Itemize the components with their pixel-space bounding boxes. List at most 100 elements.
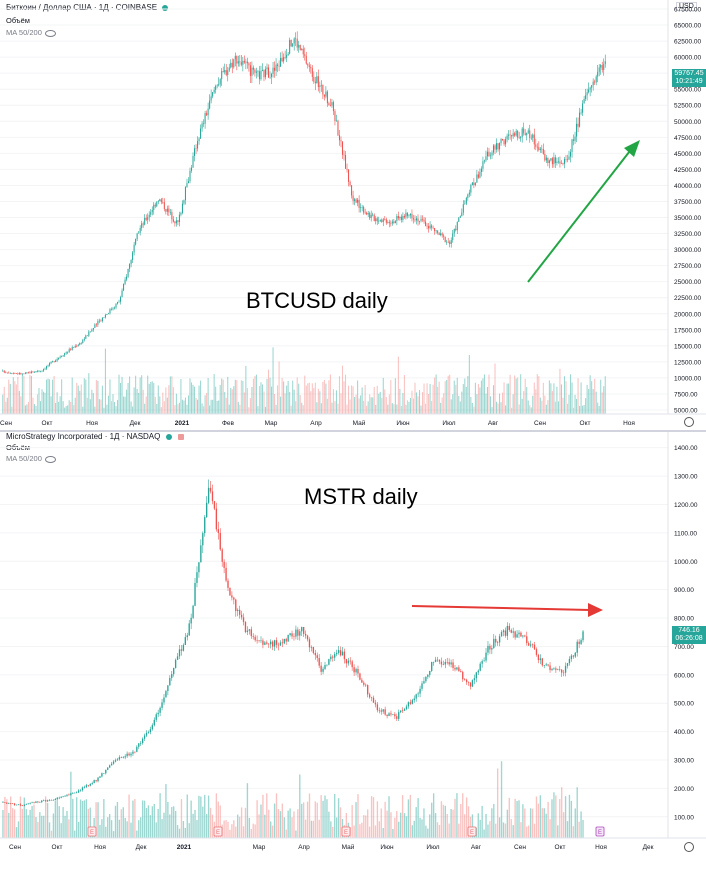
- settings-gear-icon[interactable]: [684, 417, 694, 427]
- volume-bar: [275, 793, 278, 838]
- y-tick-label: 50000.00: [674, 119, 701, 126]
- volume-bar: [533, 823, 536, 838]
- eye-icon[interactable]: [44, 29, 56, 37]
- candle: [11, 373, 13, 374]
- volume-bar: [401, 795, 404, 838]
- candle: [186, 635, 188, 638]
- btc-chart-panel[interactable]: Биткоин / Доллар США · 1Д · COINBASE Объ…: [0, 0, 706, 430]
- candle: [297, 629, 299, 636]
- mstr-trend-arrow[interactable]: [411, 605, 591, 611]
- candle: [249, 65, 251, 76]
- volume-bar: [295, 830, 297, 838]
- volume-bar: [462, 793, 464, 838]
- volume-bar: [467, 806, 470, 838]
- volume-bar: [527, 400, 529, 414]
- volume-bar: [477, 813, 479, 838]
- candle: [417, 693, 419, 695]
- volume-bar: [305, 385, 307, 414]
- candle: [216, 85, 218, 86]
- candle: [527, 130, 529, 133]
- candle: [272, 67, 274, 74]
- volume-bar: [502, 822, 505, 838]
- volume-bar: [206, 393, 208, 414]
- volume-bar: [33, 404, 35, 414]
- currency-selector[interactable]: USD: [676, 2, 697, 11]
- volume-bar: [306, 801, 309, 838]
- volume-bar: [568, 394, 570, 414]
- volume-bar: [331, 402, 333, 414]
- candle: [388, 713, 390, 716]
- volume-bar: [148, 383, 150, 414]
- candle: [554, 157, 556, 163]
- btc-ma-legend[interactable]: MA 50/200: [6, 28, 56, 37]
- volume-bar: [390, 380, 392, 414]
- btc-symbol-label[interactable]: Биткоин / Доллар США · 1Д · COINBASE: [6, 3, 158, 12]
- volume-bar: [495, 823, 497, 838]
- earnings-marker: [467, 826, 477, 837]
- mstr-chart-panel[interactable]: MicroStrategy Incorporated · 1Д · NASDAQ…: [0, 432, 706, 871]
- btc-trend-arrow[interactable]: [527, 146, 634, 283]
- volume-bar: [145, 808, 148, 838]
- earnings-marker: [213, 826, 223, 837]
- volume-bar: [136, 830, 138, 838]
- volume-bar: [358, 398, 360, 414]
- candle: [95, 780, 97, 782]
- volume-bar: [231, 389, 233, 414]
- volume-bar: [574, 808, 576, 838]
- volume-bar: [249, 398, 251, 414]
- pane-separator[interactable]: [0, 430, 706, 432]
- volume-bar: [360, 395, 362, 414]
- mstr-ma-legend[interactable]: MA 50/200: [6, 454, 56, 463]
- volume-bar: [483, 829, 485, 838]
- volume-bar: [442, 804, 445, 838]
- volume-bar: [443, 393, 445, 414]
- candle: [464, 679, 466, 680]
- candle: [217, 529, 219, 533]
- volume-bar: [574, 394, 576, 414]
- volume-bar: [569, 374, 572, 414]
- volume-bar: [281, 377, 283, 414]
- candle: [601, 65, 603, 70]
- candle: [107, 313, 109, 315]
- candle: [89, 783, 91, 786]
- y-tick-label: 500.00: [674, 701, 694, 708]
- btc-volume-label[interactable]: Объём: [6, 16, 30, 25]
- volume-bar: [176, 825, 179, 838]
- volume-bar: [375, 404, 377, 414]
- mstr-plot[interactable]: 1400.001300.001200.001100.001000.00900.0…: [0, 432, 706, 871]
- volume-bar: [110, 820, 113, 838]
- volume-bar: [290, 405, 292, 414]
- volume-bar: [568, 794, 571, 838]
- candle: [224, 70, 226, 73]
- candle: [144, 217, 146, 225]
- volume-bar: [604, 376, 606, 414]
- candle: [212, 92, 214, 97]
- volume-bar: [4, 796, 6, 838]
- candle: [421, 683, 423, 689]
- candle: [335, 652, 338, 655]
- candle: [514, 133, 516, 136]
- candle: [456, 221, 458, 231]
- btc-plot[interactable]: 67500.0065000.0062500.0060000.0057500.00…: [0, 0, 706, 430]
- volume-bar: [33, 804, 35, 838]
- candle: [221, 549, 223, 562]
- candle: [353, 667, 355, 673]
- volume-bar: [565, 381, 567, 414]
- candle: [192, 605, 194, 618]
- volume-bar: [82, 406, 84, 414]
- candle: [516, 634, 518, 638]
- settings-gear-icon[interactable]: [684, 842, 694, 852]
- volume-bar: [506, 383, 508, 414]
- candle: [223, 561, 225, 568]
- candle: [304, 54, 306, 56]
- volume-bar: [394, 378, 396, 414]
- volume-bar: [384, 389, 386, 414]
- volume-bar: [39, 401, 42, 414]
- candle: [202, 533, 204, 546]
- candle: [532, 134, 534, 138]
- eye-icon[interactable]: [44, 455, 56, 463]
- mstr-symbol-label[interactable]: MicroStrategy Incorporated · 1Д · NASDAQ: [6, 432, 161, 441]
- volume-bar: [431, 802, 433, 838]
- candle: [390, 713, 392, 715]
- candle: [8, 372, 10, 374]
